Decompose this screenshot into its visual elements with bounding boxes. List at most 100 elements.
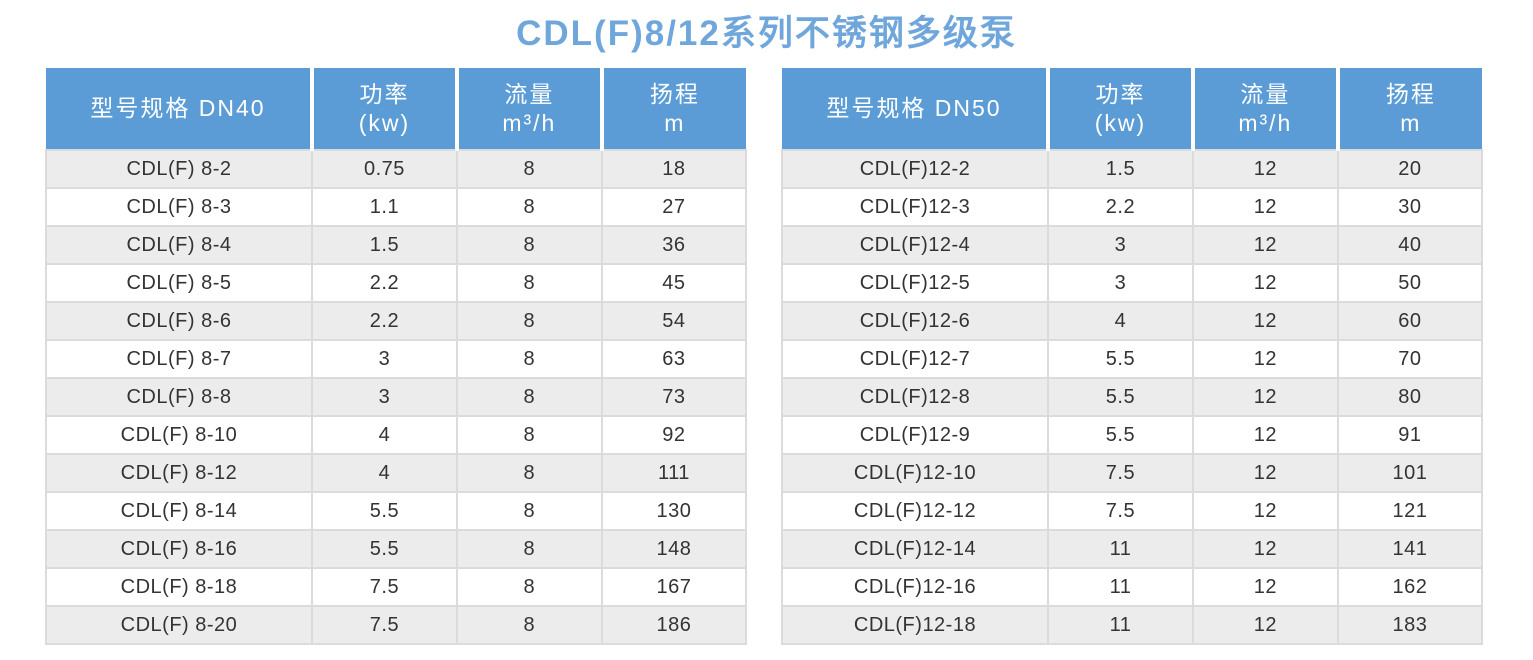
table-row: CDL(F)12-16 11 12 162 xyxy=(781,567,1484,607)
model-cell: CDL(F)12-4 xyxy=(781,225,1049,265)
flow-cell: 12 xyxy=(1191,339,1339,379)
head-cell: 148 xyxy=(600,529,748,569)
model-cell: CDL(F)12-10 xyxy=(781,453,1049,493)
model-cell: CDL(F)12-9 xyxy=(781,415,1049,455)
power-cell: 2.2 xyxy=(311,301,458,341)
table-row: CDL(F) 8-8 3 8 73 xyxy=(45,377,748,417)
head-label: 扬程 xyxy=(649,80,700,107)
flow-cell: 8 xyxy=(455,339,603,379)
model-cell: CDL(F)12-8 xyxy=(781,377,1049,417)
head-cell: 36 xyxy=(600,225,748,265)
flow-column-header: 流量 m³/h xyxy=(1190,68,1338,150)
head-cell: 73 xyxy=(600,377,748,417)
head-cell: 167 xyxy=(600,567,748,607)
head-cell: 54 xyxy=(600,301,748,341)
power-cell: 7.5 xyxy=(311,567,458,607)
power-cell: 7.5 xyxy=(311,605,458,645)
flow-cell: 8 xyxy=(455,377,603,417)
table-row: CDL(F) 8-20 7.5 8 186 xyxy=(45,605,748,645)
flow-cell: 8 xyxy=(455,301,603,341)
power-cell: 3 xyxy=(1047,263,1194,303)
table-row: CDL(F) 8-7 3 8 63 xyxy=(45,339,748,379)
flow-label: 流量 xyxy=(1240,80,1291,107)
table-row: CDL(F)12-3 2.2 12 30 xyxy=(781,187,1484,227)
head-label: 扬程 xyxy=(1385,80,1436,107)
head-column-header: 扬程 m xyxy=(1335,68,1482,150)
model-cell: CDL(F) 8-14 xyxy=(45,491,313,531)
head-cell: 50 xyxy=(1336,263,1484,303)
power-cell: 1.5 xyxy=(311,225,458,265)
head-cell: 70 xyxy=(1336,339,1484,379)
table-row: CDL(F) 8-6 2.2 8 54 xyxy=(45,301,748,341)
flow-cell: 8 xyxy=(455,187,603,227)
model-cell: CDL(F) 8-10 xyxy=(45,415,313,455)
table-row: CDL(F)12-18 11 12 183 xyxy=(781,605,1484,645)
table-row: CDL(F)12-2 1.5 12 20 xyxy=(781,149,1484,189)
flow-cell: 8 xyxy=(455,149,603,189)
flow-cell: 12 xyxy=(1191,149,1339,189)
table-row: CDL(F)12-7 5.5 12 70 xyxy=(781,339,1484,379)
flow-cell: 12 xyxy=(1191,567,1339,607)
head-cell: 130 xyxy=(600,491,748,531)
table-row: CDL(F)12-14 11 12 141 xyxy=(781,529,1484,569)
model-cell: CDL(F) 8-8 xyxy=(45,377,313,417)
power-unit: (kw) xyxy=(358,109,411,136)
model-cell: CDL(F)12-5 xyxy=(781,263,1049,303)
power-cell: 5.5 xyxy=(1047,377,1194,417)
table-row: CDL(F) 8-18 7.5 8 167 xyxy=(45,567,748,607)
power-label: 功率 xyxy=(1095,80,1146,107)
flow-cell: 8 xyxy=(455,415,603,455)
flow-cell: 12 xyxy=(1191,301,1339,341)
model-cell: CDL(F) 8-20 xyxy=(45,605,313,645)
power-cell: 5.5 xyxy=(311,529,458,569)
power-cell: 3 xyxy=(311,339,458,379)
head-cell: 101 xyxy=(1336,453,1484,493)
table-row: CDL(F) 8-10 4 8 92 xyxy=(45,415,748,455)
spec-tables-container: 型号规格 DN40 功率 (kw) 流量 m³/h 扬程 m CDL(F) 8-… xyxy=(0,68,1533,645)
flow-label: 流量 xyxy=(504,80,555,107)
model-cell: CDL(F)12-14 xyxy=(781,529,1049,569)
page-title: CDL(F)8/12系列不锈钢多级泵 xyxy=(516,14,1017,53)
model-cell: CDL(F)12-6 xyxy=(781,301,1049,341)
power-cell: 2.2 xyxy=(1047,187,1194,227)
flow-cell: 8 xyxy=(455,225,603,265)
head-cell: 141 xyxy=(1336,529,1484,569)
head-cell: 20 xyxy=(1336,149,1484,189)
head-unit: m xyxy=(664,109,686,136)
header-row: 型号规格 DN50 功率 (kw) 流量 m³/h 扬程 m xyxy=(782,68,1482,150)
flow-unit: m³/h xyxy=(1238,109,1293,136)
flow-cell: 12 xyxy=(1191,263,1339,303)
flow-cell: 8 xyxy=(455,491,603,531)
flow-cell: 12 xyxy=(1191,529,1339,569)
head-cell: 92 xyxy=(600,415,748,455)
flow-cell: 8 xyxy=(455,567,603,607)
table-row: CDL(F) 8-4 1.5 8 36 xyxy=(45,225,748,265)
flow-cell: 12 xyxy=(1191,605,1339,645)
table-row: CDL(F)12-8 5.5 12 80 xyxy=(781,377,1484,417)
head-column-header: 扬程 m xyxy=(599,68,746,150)
power-cell: 7.5 xyxy=(1047,491,1194,531)
power-cell: 5.5 xyxy=(1047,339,1194,379)
head-cell: 186 xyxy=(600,605,748,645)
power-cell: 7.5 xyxy=(1047,453,1194,493)
flow-cell: 12 xyxy=(1191,225,1339,265)
model-cell: CDL(F) 8-7 xyxy=(45,339,313,379)
model-cell: CDL(F) 8-3 xyxy=(45,187,313,227)
power-column-header: 功率 (kw) xyxy=(1046,68,1193,150)
power-cell: 2.2 xyxy=(311,263,458,303)
flow-cell: 8 xyxy=(455,263,603,303)
spec-table-dn50: 型号规格 DN50 功率 (kw) 流量 m³/h 扬程 m CDL(F)12-… xyxy=(781,68,1484,645)
header-row: 型号规格 DN40 功率 (kw) 流量 m³/h 扬程 m xyxy=(46,68,746,150)
power-cell: 1.1 xyxy=(311,187,458,227)
head-cell: 60 xyxy=(1336,301,1484,341)
power-cell: 1.5 xyxy=(1047,149,1194,189)
table-body-dn50: CDL(F)12-2 1.5 12 20 CDL(F)12-3 2.2 12 30 CDL(F)… xyxy=(781,149,1484,645)
table-row: CDL(F)12-10 7.5 12 101 xyxy=(781,453,1484,493)
power-cell: 5.5 xyxy=(1047,415,1194,455)
table-row: CDL(F)12-5 3 12 50 xyxy=(781,263,1484,303)
table-row: CDL(F) 8-16 5.5 8 148 xyxy=(45,529,748,569)
model-column-header: 型号规格 DN40 xyxy=(46,68,312,150)
power-column-header: 功率 (kw) xyxy=(310,68,457,150)
table-row: CDL(F) 8-12 4 8 111 xyxy=(45,453,748,493)
power-cell: 0.75 xyxy=(311,149,458,189)
